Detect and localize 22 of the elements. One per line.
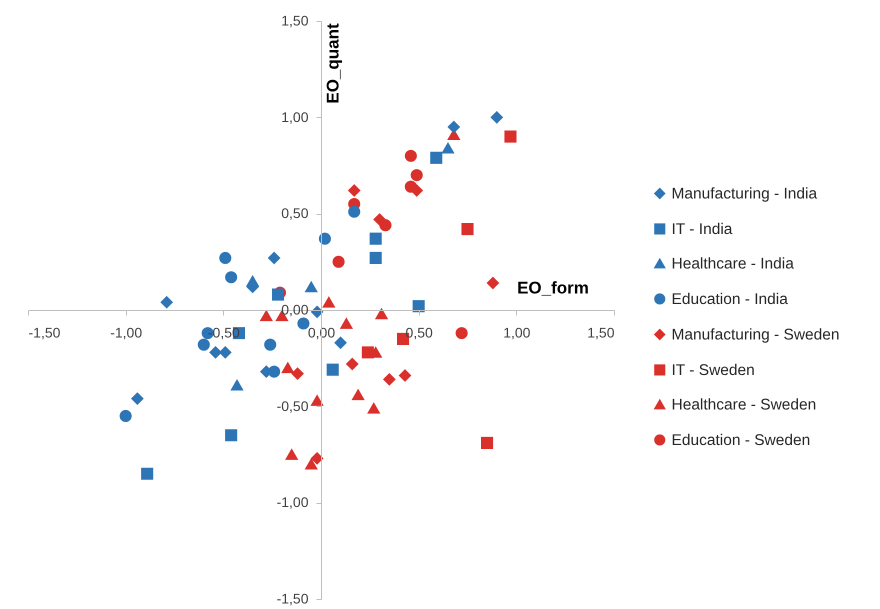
legend-label: IT - India [672,220,733,238]
legend-label: Manufacturing - India [672,185,818,202]
x-tick-label: 1,50 [587,324,615,340]
legend-label: Healthcare - India [672,255,794,272]
y-tick-label: 0,00 [281,302,309,318]
x-tick-label: -1,00 [110,324,142,340]
y-tick-label: -1,00 [276,494,309,510]
legend-label: Education - Sweden [672,432,810,449]
legend-label: Healthcare - Sweden [672,396,816,414]
y-axis-title: EO_quant [324,23,342,104]
x-axis-title: EO_form [517,278,589,298]
legend-label: Manufacturing - Sweden [672,326,840,344]
x-tick-label: 1,00 [503,324,531,340]
x-tick-label: 0,50 [406,324,434,340]
y-tick-label: -0,50 [276,398,309,414]
y-tick-label: 1,50 [281,12,309,28]
legend-label: Education - India [672,290,788,308]
y-tick-label: 0,50 [281,205,309,222]
y-tick-label: 1,00 [281,108,309,125]
legend-label: IT - Sweden [672,362,755,379]
x-tick-label: -1,50 [28,324,61,340]
y-tick-label: -1,50 [276,590,309,606]
